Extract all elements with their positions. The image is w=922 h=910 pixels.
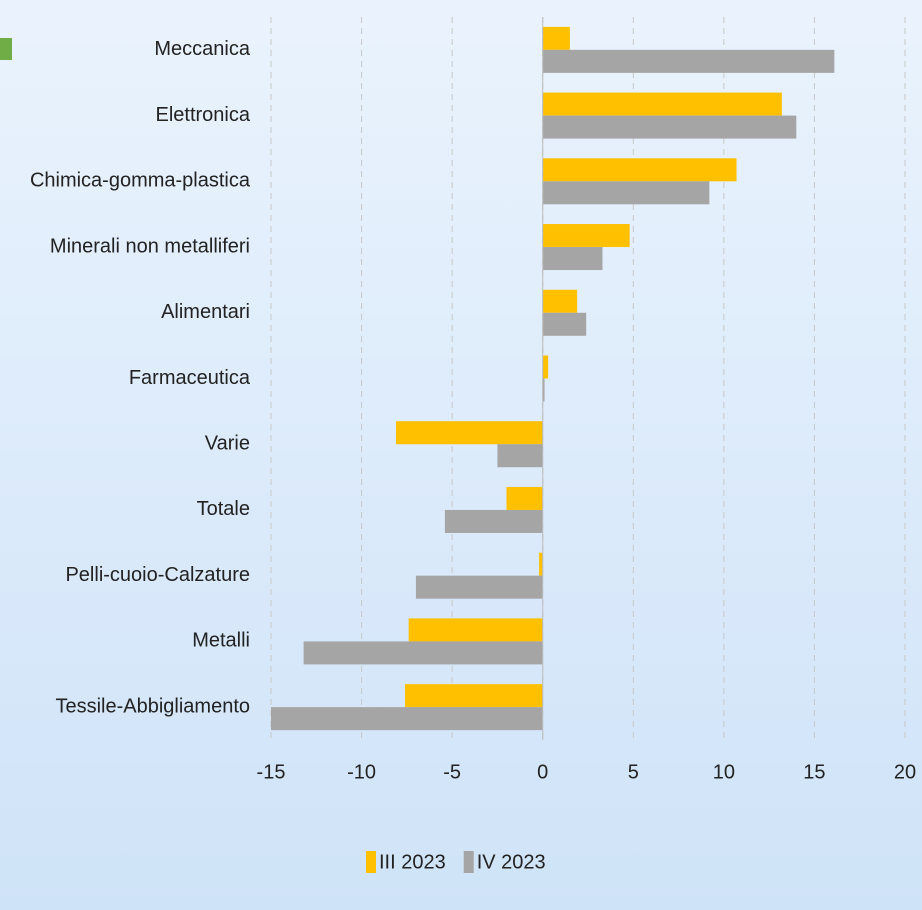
x-tick-label: 5 [628,761,639,783]
bar [408,618,543,642]
legend-label: III 2023 [379,851,446,873]
x-tick-label: -10 [347,761,376,783]
y-tick-label: Totale [197,498,250,520]
bar [395,421,543,445]
bar [542,378,545,402]
y-tick-label: Pelli-cuoio-Calzature [65,564,250,586]
bar [542,115,797,139]
legend-swatch [463,851,474,873]
bar [542,224,630,248]
bar [542,247,603,271]
legend-swatch [366,851,376,873]
bar [542,289,578,313]
x-tick-label: -15 [257,761,286,783]
y-tick-label: Varie [205,433,250,455]
bar [506,486,543,510]
bar [542,312,587,336]
y-tick-label: Tessile-Abbigliamento [55,695,250,717]
bar [542,181,710,205]
x-tick-label: 20 [894,761,916,783]
x-tick-label: 0 [537,761,548,783]
y-tick-label: Metalli [192,630,250,652]
x-tick-label: 10 [713,761,735,783]
bar [415,575,543,599]
bar [444,509,543,533]
bar [497,444,543,468]
bar [303,641,543,665]
y-tick-label: Meccanica [154,38,250,60]
bar [542,26,570,50]
y-tick-label: Minerali non metalliferi [50,235,250,257]
bar [539,552,543,576]
y-tick-label: Alimentari [161,301,250,323]
y-tick-label: Farmaceutica [129,367,251,389]
y-tick-label: Chimica-gomma-plastica [30,170,251,192]
bar [271,707,543,731]
legend-label: IV 2023 [477,851,546,873]
bar [542,355,549,379]
x-tick-label: 15 [803,761,825,783]
bar [542,92,782,116]
x-tick-label: -5 [443,761,461,783]
bar [542,158,737,182]
y-tick-label: Elettronica [156,104,251,126]
bar [542,49,835,73]
bar [405,684,543,708]
decoration [0,38,12,60]
